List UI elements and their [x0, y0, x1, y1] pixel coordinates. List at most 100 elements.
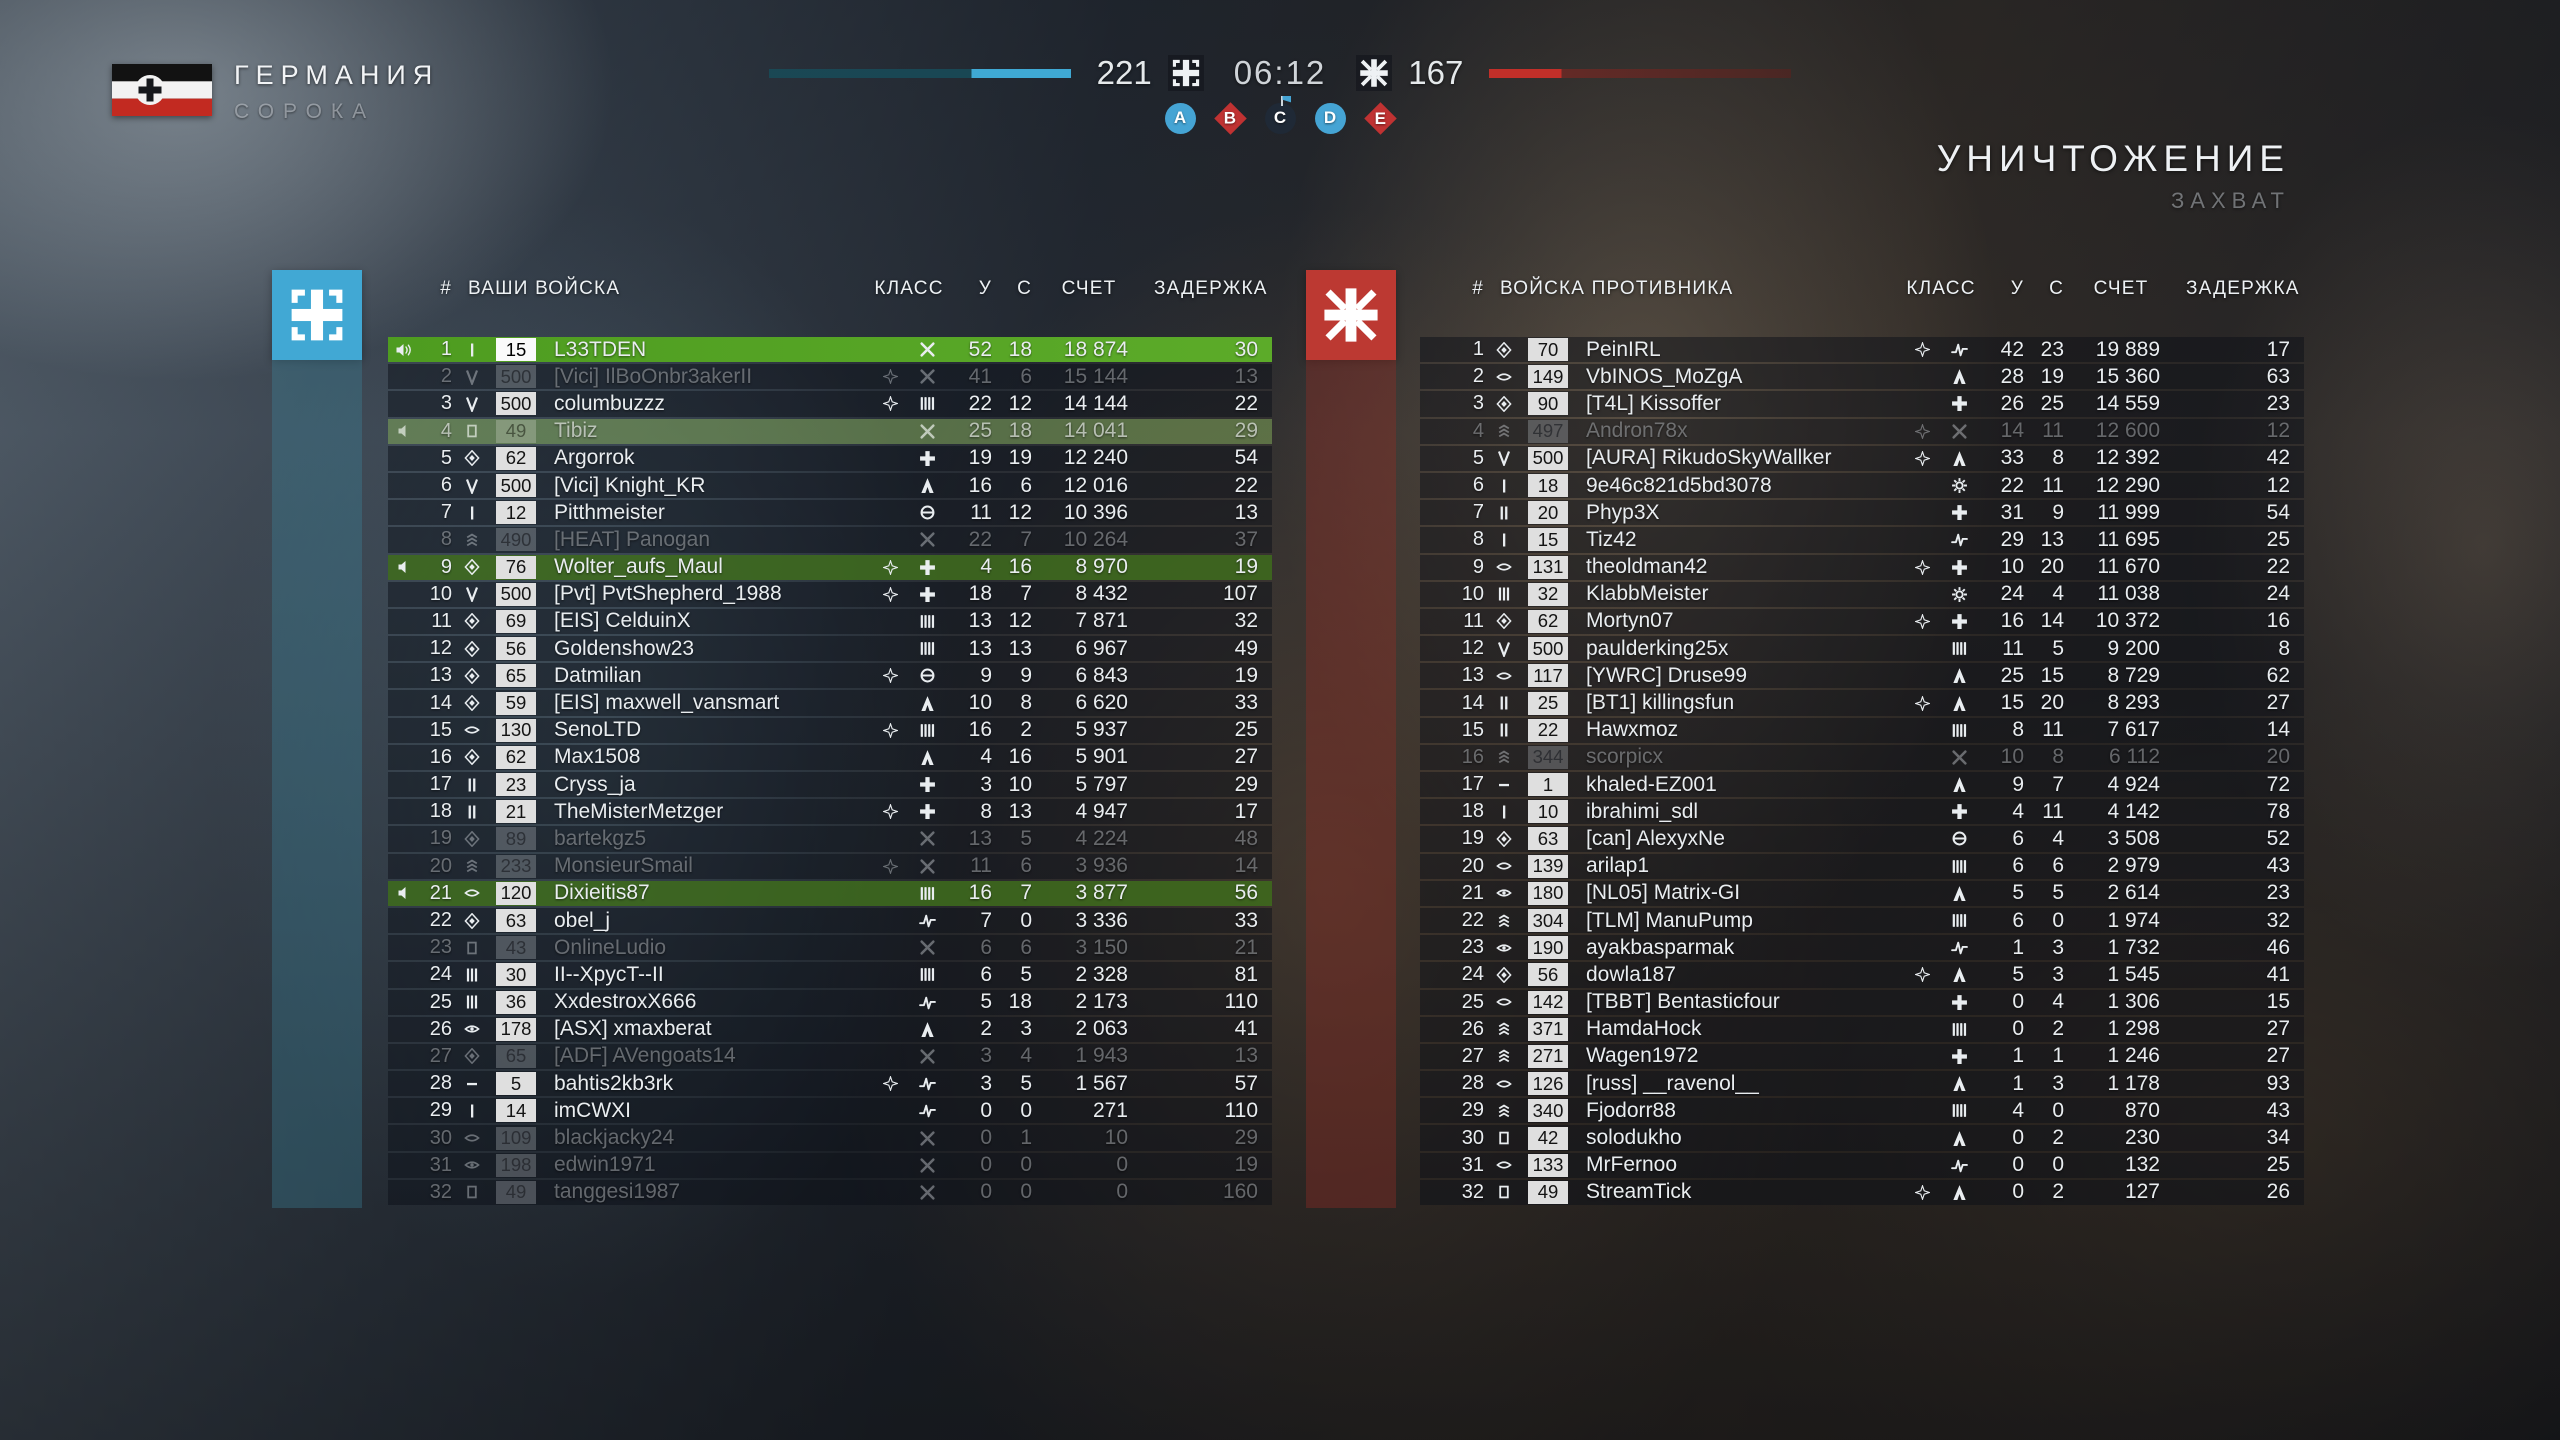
- player-ping: 25: [1234, 718, 1258, 742]
- player-row[interactable]: 31 133 MrFernoo 0 0 132 25: [1420, 1152, 2304, 1178]
- class-icon-cavalry: [1940, 1157, 1978, 1174]
- player-row[interactable]: 13 65 Datmilian 9 9 6 843 19: [388, 663, 1272, 689]
- player-ping: 22: [2266, 555, 2290, 579]
- class-icon-support: [908, 722, 946, 739]
- player-row[interactable]: 6 18 9e46c821d5bd3078 22 11 12 290 12: [1420, 472, 2304, 499]
- player-row[interactable]: 27 65 [ADF] AVengoats14 3 4 1 943 13: [388, 1043, 1272, 1070]
- player-row[interactable]: 12 56 Goldenshow23 13 13 6 967 49: [388, 636, 1272, 662]
- player-row[interactable]: 24 56 dowla187 5 3 1 545 41: [1420, 962, 2304, 988]
- player-row[interactable]: 4 497 Andron78x 14 11 12 600 12: [1420, 418, 2304, 444]
- class-icon-support: [1940, 858, 1978, 875]
- rank-insignia-oval-icon: [1484, 858, 1524, 874]
- player-row[interactable]: 13 117 [YWRC] Druse99 25 15 8 729 62: [1420, 663, 2304, 689]
- player-row[interactable]: 10 500 [Pvt] PvtShepherd_1988 18 7 8 432 107: [388, 581, 1272, 607]
- player-kills: 22: [968, 391, 992, 415]
- player-row[interactable]: 25 36 XxdestroxX666 5 18 2 173 110: [388, 989, 1272, 1015]
- player-row[interactable]: 20 139 arilap1 6 6 2 979 43: [1420, 853, 2304, 879]
- player-row[interactable]: 24 30 II--XpycT--II 6 5 2 328 81: [388, 962, 1272, 988]
- player-row[interactable]: 23 190 ayakbasparmak 1 3 1 732 46: [1420, 935, 2304, 961]
- player-row[interactable]: 32 49 tanggesi1987 0 0 0 160: [388, 1179, 1272, 1205]
- player-row[interactable]: 11 62 Mortyn07 16 14 10 372 16: [1420, 608, 2304, 635]
- player-row[interactable]: 22 304 [TLM] ManuPump 6 0 1 974 32: [1420, 907, 2304, 934]
- player-row[interactable]: 16 344 scorpicx 10 8 6 112 20: [1420, 744, 2304, 770]
- player-rank: 21: [1461, 881, 1484, 904]
- player-level: 18: [1528, 474, 1568, 498]
- player-row[interactable]: 21 120 Dixieitis87 16 7 3 877 56: [388, 880, 1272, 906]
- player-score: 14 041: [1063, 419, 1128, 443]
- player-row[interactable]: 16 62 Max1508 4 16 5 901 27: [388, 744, 1272, 770]
- rank-insignia-square-icon: [452, 940, 492, 956]
- friendly-table-header: # ВАШИ ВОЙСКА КЛАСС У С СЧЕТ ЗАДЕРЖКА: [388, 272, 1272, 306]
- player-row[interactable]: 25 142 [TBBT] Bentasticfour 0 4 1 306 15: [1420, 989, 2304, 1015]
- player-row[interactable]: 18 10 ibrahimi_sdl 4 11 4 142 78: [1420, 799, 2304, 825]
- player-row[interactable]: 11 69 [EIS] CelduinX 13 12 7 871 32: [388, 608, 1272, 635]
- player-row[interactable]: 8 490 [HEAT] Panogan 22 7 10 264 37: [388, 527, 1272, 553]
- player-kills: 16: [968, 473, 992, 497]
- player-ping: 37: [1234, 527, 1258, 551]
- player-row[interactable]: 12 500 paulderking25x 11 5 9 200 8: [1420, 636, 2304, 662]
- player-row[interactable]: 4 49 Tibiz 25 18 14 041 29: [388, 418, 1272, 444]
- player-row[interactable]: 26 178 [ASX] xmaxberat 2 3 2 063 41: [388, 1016, 1272, 1042]
- player-row[interactable]: 9 76 Wolter_aufs_Maul 4 16 8 970 19: [388, 554, 1272, 580]
- player-score: 8 729: [2107, 663, 2160, 687]
- player-row[interactable]: 30 109 blackjacky24 0 1 10 29: [388, 1125, 1272, 1151]
- player-row[interactable]: 31 198 edwin1971 0 0 0 19: [388, 1152, 1272, 1178]
- player-row[interactable]: 14 25 [BT1] killingsfun 15 20 8 293 27: [1420, 690, 2304, 716]
- player-kills: 13: [968, 609, 992, 633]
- player-level-cell: 62: [1524, 609, 1574, 633]
- player-row[interactable]: 21 180 [NL05] Matrix-GI 5 5 2 614 23: [1420, 880, 2304, 906]
- player-row[interactable]: 28 5 bahtis2kb3rk 3 5 1 567 57: [388, 1071, 1272, 1097]
- player-name: Dixieitis87: [554, 881, 650, 905]
- player-score: 230: [2124, 1126, 2160, 1150]
- player-row[interactable]: 10 32 KlabbMeister 24 4 11 038 24: [1420, 581, 2304, 607]
- player-deaths: 8: [2052, 446, 2064, 470]
- player-row[interactable]: 7 12 Pitthmeister 11 12 10 396 13: [388, 500, 1272, 526]
- player-row[interactable]: 7 20 Phyp3X 31 9 11 999 54: [1420, 500, 2304, 526]
- player-row[interactable]: 2 149 VbINOS_MoZgA 28 19 15 360 63: [1420, 364, 2304, 390]
- player-level-cell: 22: [1524, 718, 1574, 742]
- player-row[interactable]: 15 22 Hawxmoz 8 11 7 617 14: [1420, 717, 2304, 743]
- player-row[interactable]: 3 500 columbuzzz 22 12 14 144 22: [388, 391, 1272, 417]
- class-icon-assault: [1940, 966, 1978, 983]
- player-row[interactable]: 14 59 [EIS] maxwell_vansmart 10 8 6 620 33: [388, 690, 1272, 716]
- player-row[interactable]: 26 371 HamdaHock 0 2 1 298 27: [1420, 1016, 2304, 1042]
- player-rank: 21: [429, 881, 452, 904]
- player-row[interactable]: 28 126 [russ] __ravenol__ 1 3 1 178 93: [1420, 1071, 2304, 1097]
- player-row[interactable]: 1 70 PeinIRL 42 23 19 889 17: [1420, 337, 2304, 363]
- rank-insignia-diamond-icon: [1484, 341, 1524, 358]
- player-ping: 26: [2266, 1180, 2290, 1204]
- player-row[interactable]: 5 500 [AURA] RikudoSkyWallker 33 8 12 392 42: [1420, 445, 2304, 471]
- player-row[interactable]: 23 43 OnlineLudio 6 6 3 150 21: [388, 935, 1272, 961]
- player-score: 12 290: [2095, 473, 2160, 497]
- player-deaths: 5: [1020, 826, 1032, 850]
- player-row[interactable]: 6 500 [Vici] Knight_KR 16 6 12 016 22: [388, 472, 1272, 499]
- player-row[interactable]: 27 271 Wagen1972 1 1 1 246 27: [1420, 1043, 2304, 1070]
- player-row[interactable]: 32 49 StreamTick 0 2 127 26: [1420, 1179, 2304, 1205]
- player-row[interactable]: 17 23 Cryss_ja 3 10 5 797 29: [388, 772, 1272, 798]
- rank-insignia-diamond-icon: [1484, 830, 1524, 847]
- player-row[interactable]: 30 42 solodukho 0 2 230 34: [1420, 1125, 2304, 1151]
- player-score: 4 924: [2107, 772, 2160, 796]
- player-row[interactable]: 2 500 [Vici] IlBoOnbr3akerII 41 6 15 144 13: [388, 364, 1272, 390]
- player-row[interactable]: 22 63 obel_j 7 0 3 336 33: [388, 907, 1272, 934]
- player-row[interactable]: 3 90 [T4L] Kissoffer 26 25 14 559 23: [1420, 391, 2304, 417]
- player-rank: 9: [440, 555, 452, 578]
- player-level-cell: 56: [1524, 963, 1574, 987]
- player-name: [YWRC] Druse99: [1586, 663, 1748, 687]
- player-level-cell: 10: [1524, 800, 1574, 824]
- player-row[interactable]: 29 340 Fjodorr88 4 0 870 43: [1420, 1098, 2304, 1124]
- player-row[interactable]: 15 130 SenoLTD 16 2 5 937 25: [388, 717, 1272, 743]
- player-row[interactable]: 8 15 Tiz42 29 13 11 695 25: [1420, 527, 2304, 553]
- player-row[interactable]: 29 14 imCWXI 0 0 271 110: [388, 1098, 1272, 1124]
- player-row[interactable]: 17 1 khaled-EZ001 9 7 4 924 72: [1420, 772, 2304, 798]
- player-deaths: 8: [1020, 691, 1032, 715]
- player-row[interactable]: 19 63 [can] AlexyxNe 6 4 3 508 52: [1420, 826, 2304, 852]
- player-row[interactable]: 19 89 bartekgz5 13 5 4 224 48: [388, 826, 1272, 852]
- player-row[interactable]: 20 233 MonsieurSmail 11 6 3 936 14: [388, 853, 1272, 879]
- player-row[interactable]: 1 15 L33TDEN 52 18 18 874 30: [388, 337, 1272, 363]
- player-score: 127: [2124, 1180, 2160, 1204]
- player-row[interactable]: 18 21 TheMisterMetzger 8 13 4 947 17: [388, 799, 1272, 825]
- player-row[interactable]: 9 131 theoldman42 10 20 11 670 22: [1420, 554, 2304, 580]
- player-row[interactable]: 5 62 Argorrok 19 19 12 240 54: [388, 445, 1272, 471]
- player-name: solodukho: [1586, 1126, 1682, 1150]
